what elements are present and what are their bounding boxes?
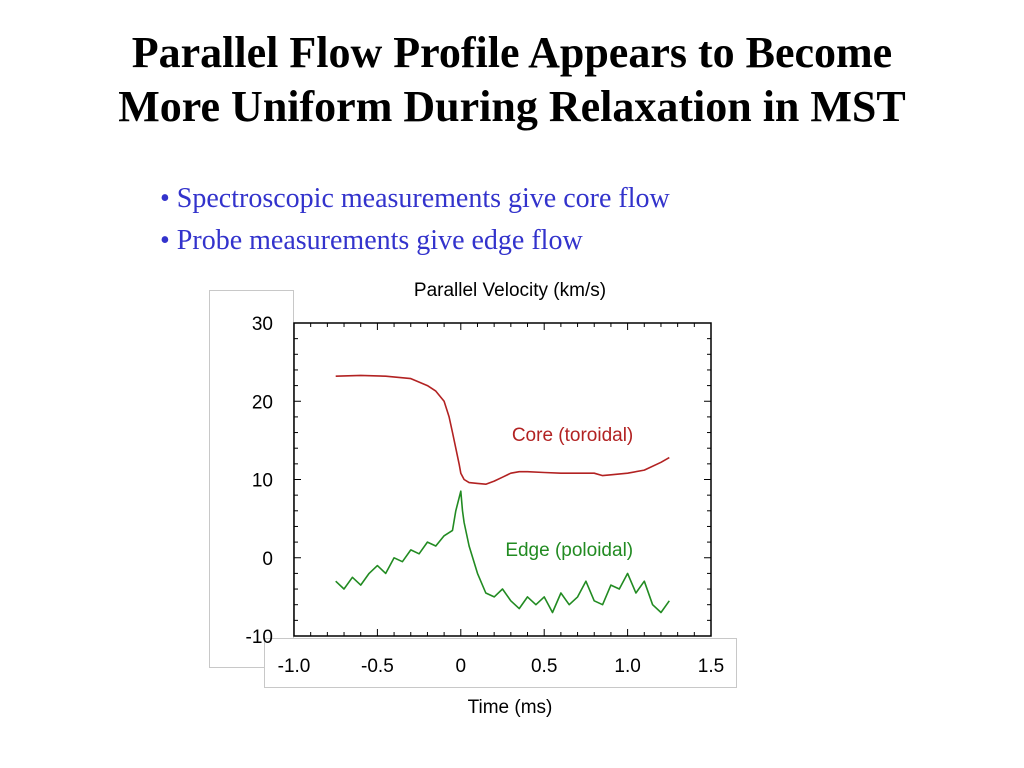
- x-tick-label: 1.5: [698, 656, 724, 677]
- bullet-item-edge: • Probe measurements give edge flow: [160, 225, 583, 256]
- series-line-edge: [335, 490, 670, 614]
- x-tick-label: -1.0: [278, 656, 311, 677]
- bullet-item-core: • Spectroscopic measurements give core f…: [160, 183, 670, 214]
- bullet-list: • Spectroscopic measurements give core f…: [160, 178, 670, 262]
- edge-series-label: Edge (poloidal): [505, 540, 633, 561]
- series-layer: [335, 374, 670, 614]
- x-axis-label: Time (ms): [467, 697, 553, 718]
- y-tick-label: 0: [262, 549, 273, 570]
- y-tick-label: 30: [252, 314, 273, 335]
- x-axis-ticks: -1.0 -0.5 0 0.5 1.0 1.5: [278, 656, 725, 677]
- slide-title-line-1: Parallel Flow Profile Appears to Become: [131, 28, 893, 77]
- y-tick-label: -10: [246, 627, 273, 648]
- x-tick-label: 0.5: [531, 656, 557, 677]
- core-series-label: Core (toroidal): [512, 425, 633, 446]
- x-tick-label: 1.0: [614, 656, 640, 677]
- slide-title: Parallel Flow Profile Appears to Become …: [0, 26, 1024, 134]
- series-line-core: [335, 374, 670, 486]
- y-tick-label: 10: [252, 471, 273, 492]
- y-axis-label-box: [209, 290, 294, 668]
- slide-title-line-2: More Uniform During Relaxation in MST: [118, 82, 906, 131]
- y-axis-ticks: 30 20 10 0 -10: [246, 314, 273, 648]
- minor-ticks: [293, 322, 712, 637]
- x-tick-label: 0: [456, 656, 467, 677]
- chart-title: Parallel Velocity (km/s): [413, 280, 607, 301]
- x-tick-label: -0.5: [361, 656, 394, 677]
- x-axis-label-box: [264, 638, 737, 688]
- y-tick-label: 20: [252, 392, 273, 413]
- annotation-layer: Core (toroidal) Edge (poloidal): [505, 425, 633, 561]
